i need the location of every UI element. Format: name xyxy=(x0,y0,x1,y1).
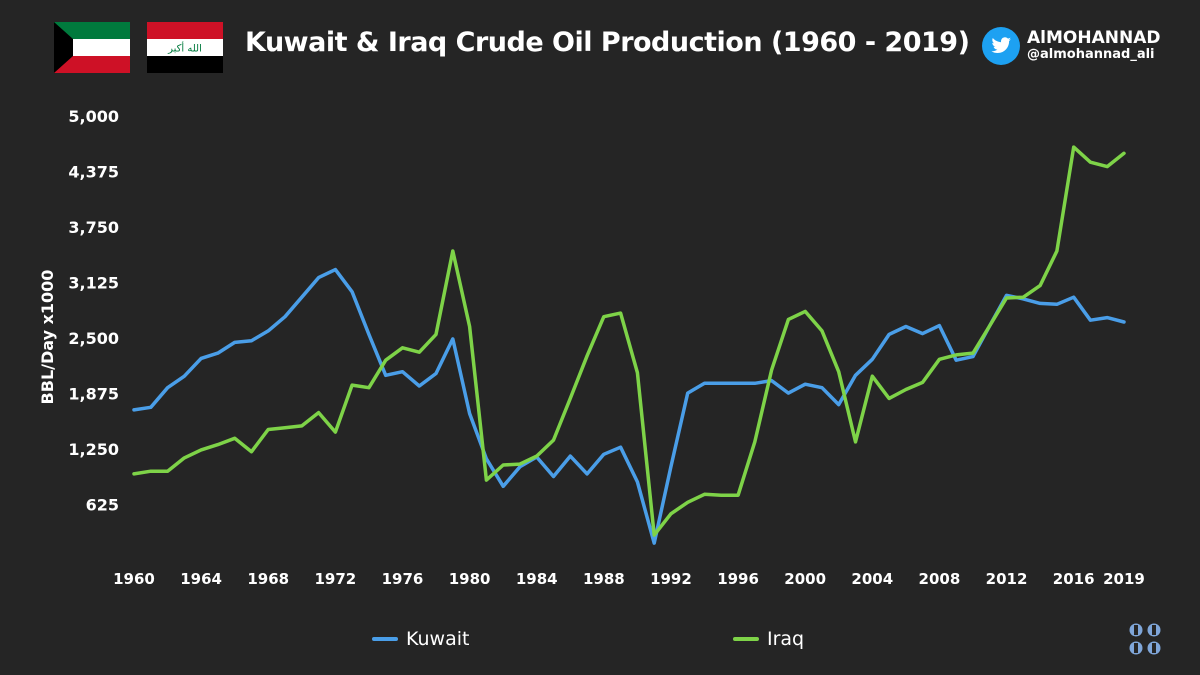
iraq-flag-icon: الله أكبر xyxy=(147,22,223,73)
iraq-flag-inscription: الله أكبر xyxy=(167,42,202,55)
y-tick-label: 3,125 xyxy=(68,274,119,293)
legend-item-iraq[interactable]: Iraq xyxy=(733,628,804,650)
chart-title: Kuwait & Iraq Crude Oil Production (1960… xyxy=(245,27,970,58)
x-tick-label: 1968 xyxy=(247,570,289,588)
x-tick-label: 1988 xyxy=(583,570,625,588)
y-tick-label: 5,000 xyxy=(68,107,119,126)
x-tick-label: 1960 xyxy=(113,570,155,588)
x-tick-label: 1964 xyxy=(180,570,222,588)
y-tick-label: 2,500 xyxy=(68,329,119,348)
legend-label-iraq: Iraq xyxy=(767,628,805,650)
x-tick-label: 2008 xyxy=(919,570,961,588)
x-tick-label: 2000 xyxy=(784,570,826,588)
series-line-kuwait xyxy=(132,267,1126,545)
x-tick-label: 2016 xyxy=(1053,570,1095,588)
opec-logo-icon xyxy=(1129,623,1161,655)
twitter-handle[interactable]: AlMOHANNAD @almohannad_ali xyxy=(982,27,1160,65)
x-tick-label: 2012 xyxy=(986,570,1028,588)
legend-swatch-kuwait xyxy=(372,637,398,641)
y-tick-label: 625 xyxy=(86,496,119,515)
twitter-bird-icon xyxy=(982,27,1020,65)
y-tick-label: 1,875 xyxy=(68,385,119,404)
x-tick-label: 2004 xyxy=(851,570,893,588)
legend-item-kuwait[interactable]: Kuwait xyxy=(372,628,469,650)
x-tick-label: 1992 xyxy=(650,570,692,588)
y-tick-label: 4,375 xyxy=(68,163,119,182)
handle-at: @almohannad_ali xyxy=(1027,47,1155,63)
y-axis-ticks: 625 1,250 1,875 2,500 3,125 3,750 4,375 5,000 xyxy=(68,107,119,515)
legend-label-kuwait: Kuwait xyxy=(406,628,470,650)
x-tick-label: 1976 xyxy=(382,570,424,588)
handle-name: AlMOHANNAD xyxy=(1027,28,1161,49)
x-tick-label: 1984 xyxy=(516,570,558,588)
y-tick-label: 1,250 xyxy=(68,440,119,459)
x-tick-label: 1980 xyxy=(449,570,491,588)
series-lines xyxy=(132,145,1126,545)
x-axis-ticks: 1960 1964 1968 1972 1976 1980 1984 1988 1992 1996… xyxy=(113,570,1145,588)
y-axis-label: BBL/Day x1000 xyxy=(38,270,57,405)
y-tick-label: 3,750 xyxy=(68,218,119,237)
legend-swatch-iraq xyxy=(733,637,759,641)
series-line-iraq xyxy=(132,145,1126,537)
x-tick-label: 1996 xyxy=(717,570,759,588)
x-tick-label: 1972 xyxy=(314,570,356,588)
x-tick-label: 2019 xyxy=(1103,570,1145,588)
kuwait-flag-icon xyxy=(54,22,130,73)
